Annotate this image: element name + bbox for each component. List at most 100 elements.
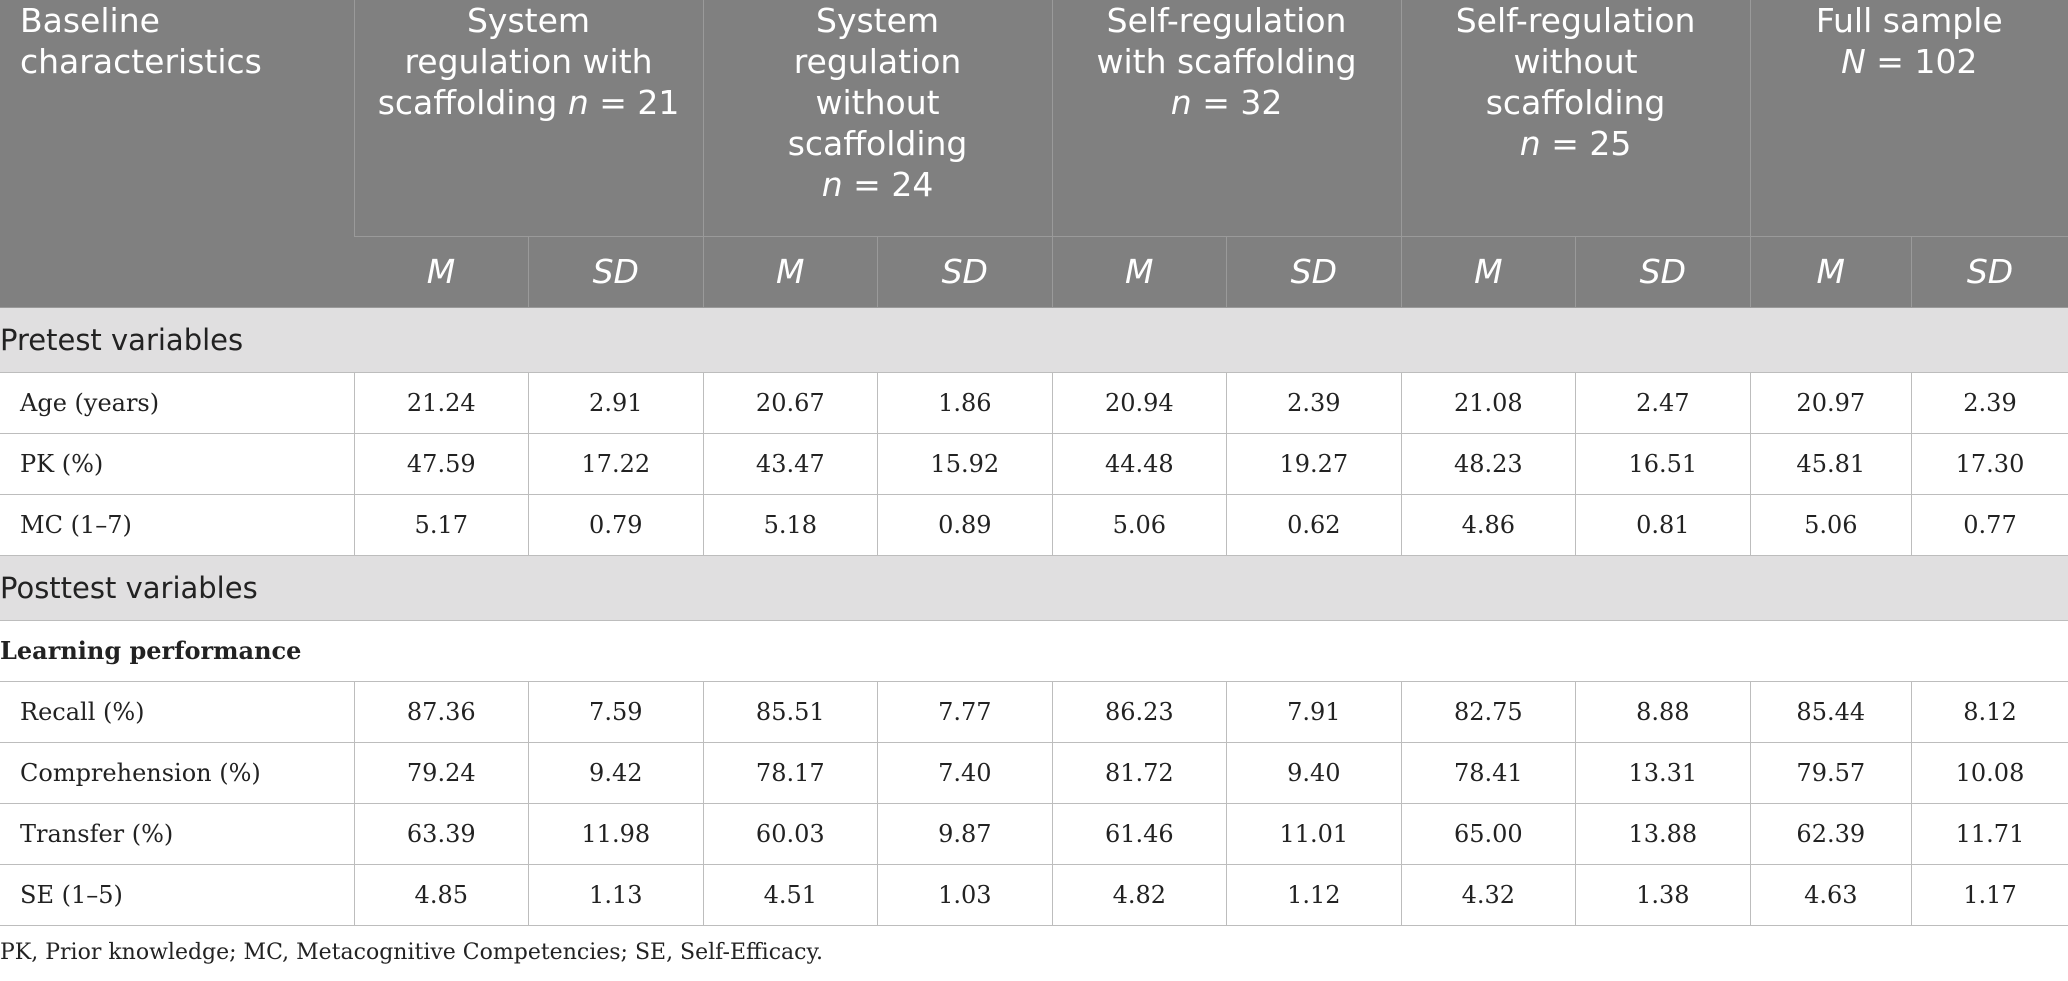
- table-cell: 48.23: [1400, 433, 1576, 495]
- group-header-line: scaffolding: [1485, 83, 1666, 122]
- table-cell: 4.32: [1400, 864, 1576, 926]
- subheader-sd: SD: [1575, 236, 1751, 308]
- table-cell: 85.51: [702, 681, 878, 743]
- group-header-self-with-scaffolding: Self-regulation with scaffolding n = 32: [1051, 0, 1402, 237]
- table-cell: 4.51: [702, 864, 878, 926]
- row-label: Recall (%): [0, 681, 355, 743]
- table-footnote: PK, Prior knowledge; MC, Metacognitive C…: [0, 940, 823, 965]
- table-cell: 20.67: [702, 372, 878, 434]
- subheader-mean: M: [354, 236, 529, 308]
- table-cell: 4.85: [353, 864, 529, 926]
- subheader-mean: M: [1749, 236, 1912, 308]
- group-header-system-with-scaffolding: System regulation with scaffolding n = 2…: [353, 0, 704, 237]
- table-cell: 78.41: [1400, 742, 1576, 804]
- table-cell: 10.08: [1911, 742, 2068, 804]
- row-label: PK (%): [0, 433, 355, 495]
- baseline-characteristics-table: Baseline characteristics System regulati…: [0, 0, 2068, 926]
- table-cell: 17.30: [1911, 433, 2068, 495]
- table-cell: 5.18: [702, 494, 878, 556]
- table-cell: 0.89: [877, 494, 1053, 556]
- table-row-comprehension: Comprehension (%) 79.24 9.42 78.17 7.40 …: [0, 742, 2068, 804]
- table-cell: 11.71: [1911, 803, 2068, 865]
- group-header-line: scaffolding: [787, 124, 968, 163]
- table-cell: 5.06: [1051, 494, 1227, 556]
- table-row-mc: MC (1–7) 5.17 0.79 5.18 0.89 5.06 0.62 4…: [0, 494, 2068, 556]
- group-n-symbol: N: [1841, 42, 1866, 81]
- table-cell: 86.23: [1051, 681, 1227, 743]
- table-cell: 44.48: [1051, 433, 1227, 495]
- table-cell: 8.88: [1575, 681, 1751, 743]
- table-cell: 9.87: [877, 803, 1053, 865]
- table-cell: 63.39: [353, 803, 529, 865]
- table-cell: 1.86: [877, 372, 1053, 434]
- table-cell: 4.82: [1051, 864, 1227, 926]
- subheader-sd: SD: [1911, 236, 2068, 308]
- table-cell: 2.39: [1226, 372, 1402, 434]
- table-cell: 1.17: [1911, 864, 2068, 926]
- corner-header-line-2: characteristics: [20, 42, 262, 81]
- table-cell: 4.86: [1400, 494, 1576, 556]
- section-title-posttest: Posttest variables: [0, 554, 2068, 621]
- group-header-line: with scaffolding: [1096, 42, 1357, 81]
- subheader-sd: SD: [528, 236, 704, 308]
- table-cell: 0.62: [1226, 494, 1402, 556]
- table-cell: 7.59: [528, 681, 704, 743]
- group-header-line: System: [816, 1, 940, 40]
- group-n-value: = 21: [588, 83, 680, 122]
- row-label: SE (1–5): [0, 864, 355, 926]
- group-n-value: = 32: [1191, 83, 1283, 122]
- table-cell: 9.42: [528, 742, 704, 804]
- table-cell: 13.88: [1575, 803, 1751, 865]
- section-row-pretest: Pretest variables: [0, 306, 2068, 373]
- subheader-mean: M: [702, 236, 878, 308]
- table-cell: 45.81: [1749, 433, 1912, 495]
- table-row-transfer: Transfer (%) 63.39 11.98 60.03 9.87 61.4…: [0, 803, 2068, 865]
- table-cell: 82.75: [1400, 681, 1576, 743]
- table-cell: 62.39: [1749, 803, 1912, 865]
- group-n-symbol: n: [821, 165, 843, 204]
- group-header-line: scaffolding: [377, 83, 568, 122]
- corner-header-line-1: Baseline: [20, 1, 160, 40]
- table-cell: 0.79: [528, 494, 704, 556]
- group-header-line: regulation with: [404, 42, 653, 81]
- table-cell: 5.06: [1749, 494, 1912, 556]
- group-n-value: = 25: [1540, 124, 1632, 163]
- group-header-line: regulation: [793, 42, 962, 81]
- table-cell: 9.40: [1226, 742, 1402, 804]
- table-cell: 1.03: [877, 864, 1053, 926]
- group-header-line: Self-regulation: [1106, 1, 1347, 40]
- row-label: Transfer (%): [0, 803, 355, 865]
- table-cell: 13.31: [1575, 742, 1751, 804]
- table-cell: 16.51: [1575, 433, 1751, 495]
- group-header-full-sample: Full sample N = 102: [1749, 0, 2068, 237]
- subheader-row: M SD M SD M SD M SD M SD: [0, 236, 2068, 308]
- header-row: Baseline characteristics System regulati…: [0, 0, 2068, 308]
- group-n-symbol: n: [1519, 124, 1541, 163]
- table-cell: 5.17: [353, 494, 529, 556]
- table-cell: 2.47: [1575, 372, 1751, 434]
- table-row-recall: Recall (%) 87.36 7.59 85.51 7.77 86.23 7…: [0, 681, 2068, 743]
- table-cell: 20.97: [1749, 372, 1912, 434]
- table-cell: 17.22: [528, 433, 704, 495]
- subheader-sd: SD: [877, 236, 1053, 308]
- table-cell: 1.12: [1226, 864, 1402, 926]
- subsection-row-learning: Learning performance: [0, 620, 2068, 682]
- table-cell: 4.63: [1749, 864, 1912, 926]
- table-cell: 2.39: [1911, 372, 2068, 434]
- group-n-value: = 24: [842, 165, 934, 204]
- row-label: Comprehension (%): [0, 742, 355, 804]
- table-cell: 87.36: [353, 681, 529, 743]
- table-cell: 21.08: [1400, 372, 1576, 434]
- table-cell: 11.01: [1226, 803, 1402, 865]
- table-cell: 1.38: [1575, 864, 1751, 926]
- table-row-age: Age (years) 21.24 2.91 20.67 1.86 20.94 …: [0, 372, 2068, 434]
- table-cell: 47.59: [353, 433, 529, 495]
- table-cell: 85.44: [1749, 681, 1912, 743]
- section-row-posttest: Posttest variables: [0, 554, 2068, 621]
- table-cell: 79.57: [1749, 742, 1912, 804]
- table-cell: 0.81: [1575, 494, 1751, 556]
- group-header-line: without: [1513, 42, 1638, 81]
- section-title-pretest: Pretest variables: [0, 306, 2068, 373]
- group-header-line: without: [815, 83, 940, 122]
- group-header-line: System: [466, 1, 591, 40]
